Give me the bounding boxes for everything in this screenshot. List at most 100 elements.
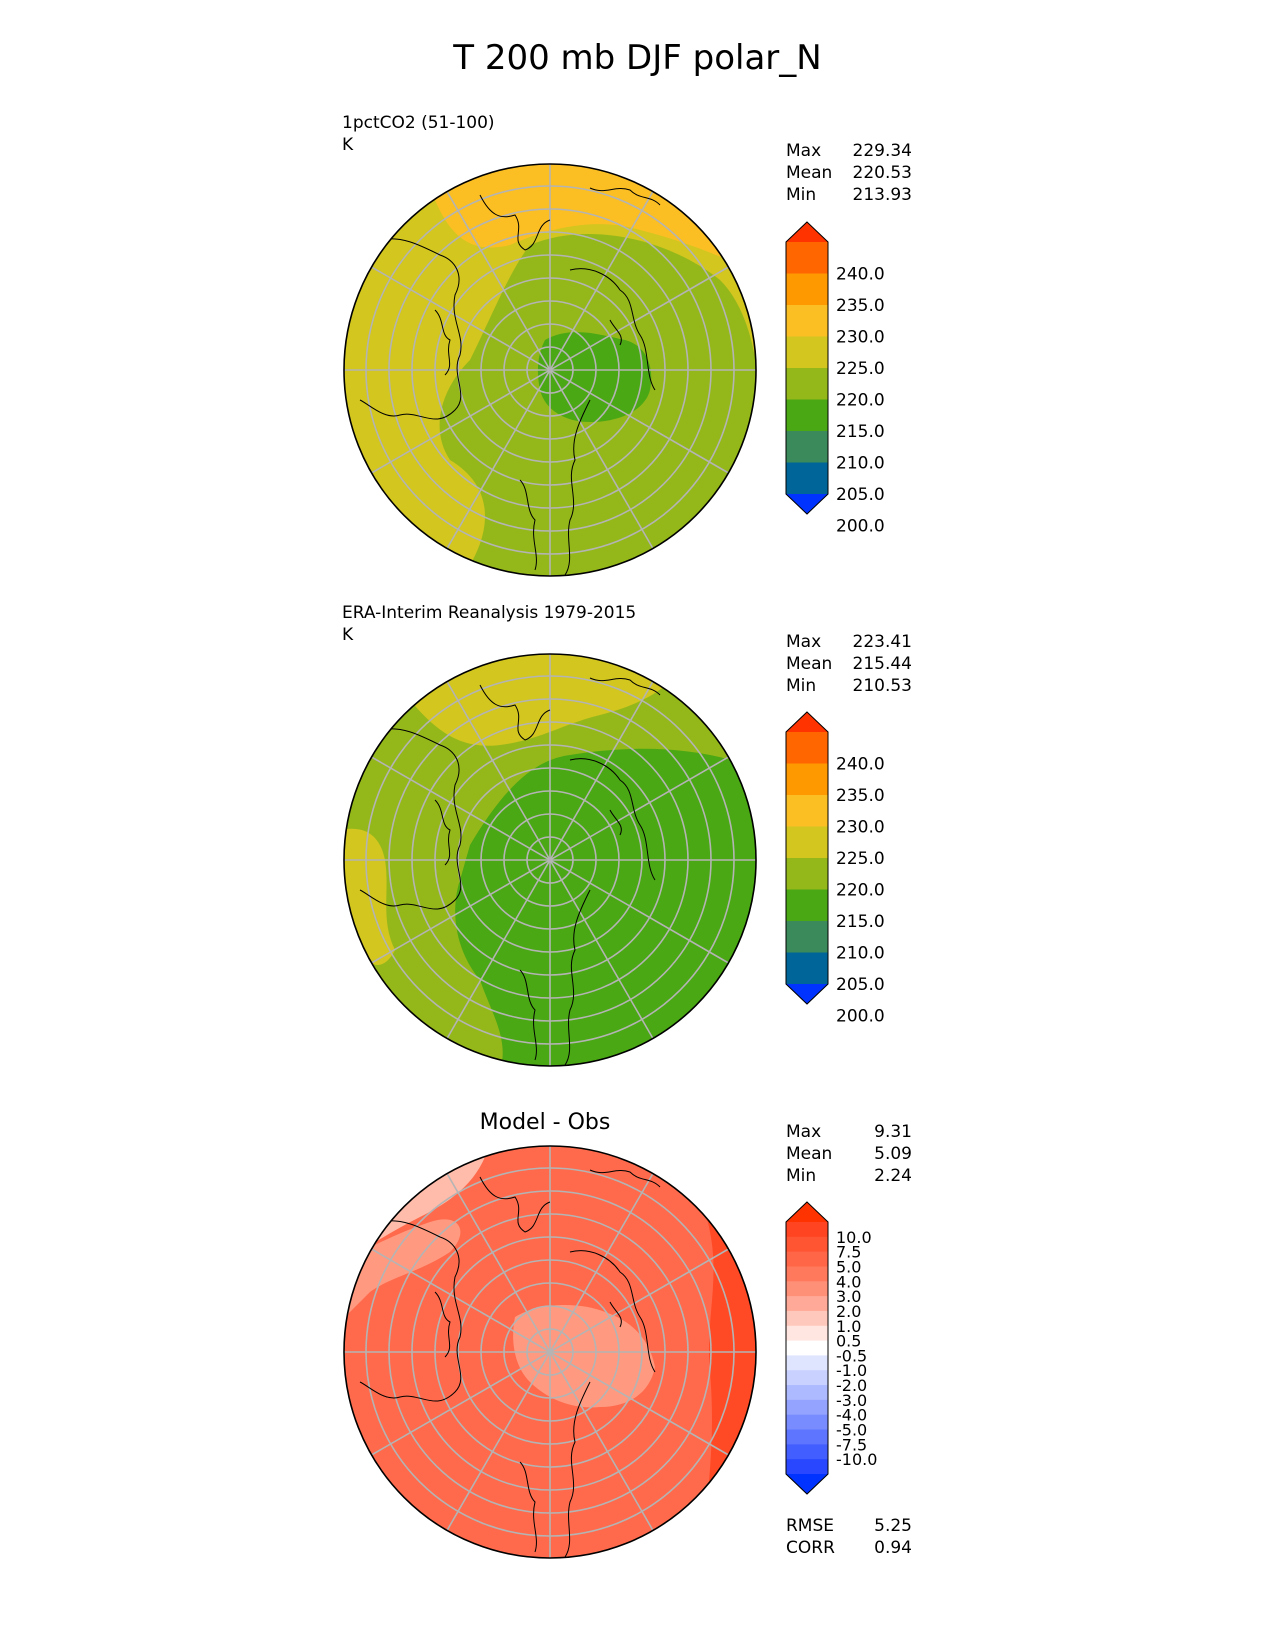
colorbar-extend-max <box>786 1202 828 1222</box>
colorbar-tick-label: 200.0 <box>836 517 885 537</box>
diff-field-3-4-pole <box>513 1305 655 1408</box>
colorbar-tick-label: 220.0 <box>836 391 885 411</box>
colorbar-segment <box>786 1429 828 1445</box>
colorbar-tick-label: -5.0 <box>836 1421 867 1440</box>
colorbar-tick-label: 215.0 <box>836 912 885 932</box>
obs-dataset-name: ERA-Interim Reanalysis 1979-2015 <box>342 603 637 623</box>
mean-value: 220.53 <box>852 163 912 183</box>
colorbar-tick-label: 235.0 <box>836 786 885 806</box>
mean-label: Mean <box>786 654 833 674</box>
colorbar-segment <box>786 399 828 432</box>
colorbar-segment <box>786 889 828 922</box>
max-label: Max <box>786 141 822 161</box>
max-label: Max <box>786 632 822 652</box>
colorbar-tick-label: 225.0 <box>836 359 885 379</box>
colorbar-segment <box>786 305 828 337</box>
colorbar-segment <box>786 1281 828 1297</box>
colorbar-segment <box>786 1459 828 1475</box>
mean-label: Mean <box>786 163 833 183</box>
colorbar-segment <box>786 1340 828 1356</box>
rmse-value: 5.25 <box>874 1516 912 1536</box>
colorbar-extend-min <box>786 1474 828 1494</box>
obs-graticule <box>344 654 756 1066</box>
corr-label: CORR <box>786 1538 835 1558</box>
colorbar-segment <box>786 1251 828 1267</box>
colorbar-tick-label: -0.5 <box>836 1346 867 1365</box>
colorbar-tick-label: -1.0 <box>836 1361 867 1380</box>
obs-panel-label: ERA-Interim Reanalysis 1979-2015 K <box>342 602 636 646</box>
corr-value: 0.94 <box>874 1538 912 1558</box>
colorbar-segment <box>786 952 828 985</box>
colorbar-tick-label: 210.0 <box>836 944 885 964</box>
colorbar-segment <box>786 431 828 463</box>
colorbar-segment <box>786 1355 828 1371</box>
colorbar-tick-label: 2.0 <box>836 1302 861 1321</box>
colorbar-segment <box>786 1236 828 1253</box>
colorbar-segment <box>786 1266 828 1282</box>
colorbar-segment <box>786 1222 828 1238</box>
min-value: 213.93 <box>852 185 912 205</box>
colorbar-segment <box>786 368 828 400</box>
model-polar-map <box>340 160 760 580</box>
diff-panel-title: Model - Obs <box>479 1110 611 1135</box>
diff-coastlines <box>359 1169 661 1558</box>
colorbar-segment <box>786 732 828 764</box>
max-value: 223.41 <box>852 632 912 652</box>
colorbar-segment <box>786 1399 828 1416</box>
max-value: 229.34 <box>852 141 912 161</box>
colorbar-tick-label: 205.0 <box>836 975 885 995</box>
colorbar-extend-max <box>786 222 828 242</box>
figure-title: T 200 mb DJF polar_N <box>453 38 822 78</box>
colorbar-tick-label: 4.0 <box>836 1272 861 1291</box>
colorbar-tick-label: -10.0 <box>836 1450 877 1469</box>
min-label: Min <box>786 676 817 696</box>
colorbar-segment <box>786 1310 828 1327</box>
colorbar-tick-label: 1.0 <box>836 1317 861 1336</box>
colorbar-tick-label: 7.5 <box>836 1243 861 1262</box>
colorbar-tick-label: -4.0 <box>836 1406 867 1425</box>
colorbar-tick-label: 10.0 <box>836 1228 872 1247</box>
diff-stats: Max 9.31 Mean 5.09 Min 2.24 <box>786 1121 912 1187</box>
colorbar-tick-label: -2.0 <box>836 1376 867 1395</box>
colorbar-segment <box>786 921 828 953</box>
diff-field-3-4-southwest <box>344 1461 386 1558</box>
colorbar-segment <box>786 336 828 369</box>
model-colorbar: 240.0 235.0 230.0 225.0 220.0 215.0 210.0 205.0… <box>785 221 916 537</box>
colorbar-tick-label: 3.0 <box>836 1287 861 1306</box>
colorbar-tick-label: 220.0 <box>836 881 885 901</box>
colorbar-outline <box>785 711 829 1005</box>
colorbar-tick-label: 225.0 <box>836 849 885 869</box>
obs-coastlines <box>359 677 661 1066</box>
colorbar-segment <box>786 273 828 306</box>
colorbar-segment <box>786 1370 828 1386</box>
colorbar-segment <box>786 242 828 274</box>
colorbar-tick-label: 0.5 <box>836 1332 861 1351</box>
diff-colorbar: 10.0 7.5 5.0 4.0 3.0 2.0 1.0 0.5 -0.5 -1.0 -2.0 -3.… <box>785 1201 916 1495</box>
colorbar-segment <box>786 1414 828 1431</box>
diff-polar-map <box>340 1142 760 1562</box>
colorbar-tick-label: 235.0 <box>836 296 885 316</box>
diff-metrics: RMSE 5.25 CORR 0.94 <box>786 1515 912 1559</box>
colorbar-tick-label: 240.0 <box>836 265 885 285</box>
colorbar-tick-label: -7.5 <box>836 1435 867 1454</box>
obs-polar-map <box>340 650 760 1070</box>
mean-value: 5.09 <box>874 1144 912 1164</box>
colorbar-extend-max <box>786 712 828 732</box>
min-label: Min <box>786 185 817 205</box>
model-coastlines <box>359 187 661 576</box>
colorbar-tick-label: 5.0 <box>836 1257 861 1276</box>
max-label: Max <box>786 1122 822 1142</box>
colorbar-outline <box>785 221 829 515</box>
colorbar-segment <box>786 462 828 495</box>
colorbar-tick-label: 230.0 <box>836 328 885 348</box>
colorbar-tick-label: 205.0 <box>836 485 885 505</box>
colorbar-segment <box>786 826 828 859</box>
colorbar-segment <box>786 795 828 827</box>
colorbar-extend-min <box>786 494 828 514</box>
colorbar-tick-label: 210.0 <box>836 454 885 474</box>
min-value: 210.53 <box>852 676 912 696</box>
colorbar-tick-label: 200.0 <box>836 1007 885 1027</box>
mean-value: 215.44 <box>852 654 912 674</box>
colorbar-segment <box>786 1385 828 1401</box>
colorbar-extend-min <box>786 984 828 1004</box>
